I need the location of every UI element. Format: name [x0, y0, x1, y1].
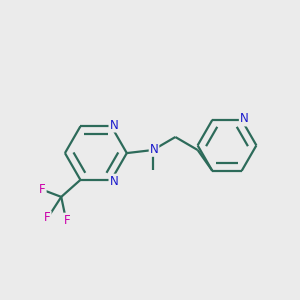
Text: N: N [110, 118, 118, 132]
Text: N: N [150, 143, 158, 156]
Text: F: F [44, 212, 51, 224]
Text: N: N [110, 175, 118, 188]
Text: F: F [39, 183, 46, 196]
Text: N: N [240, 112, 249, 125]
Text: F: F [64, 214, 70, 226]
